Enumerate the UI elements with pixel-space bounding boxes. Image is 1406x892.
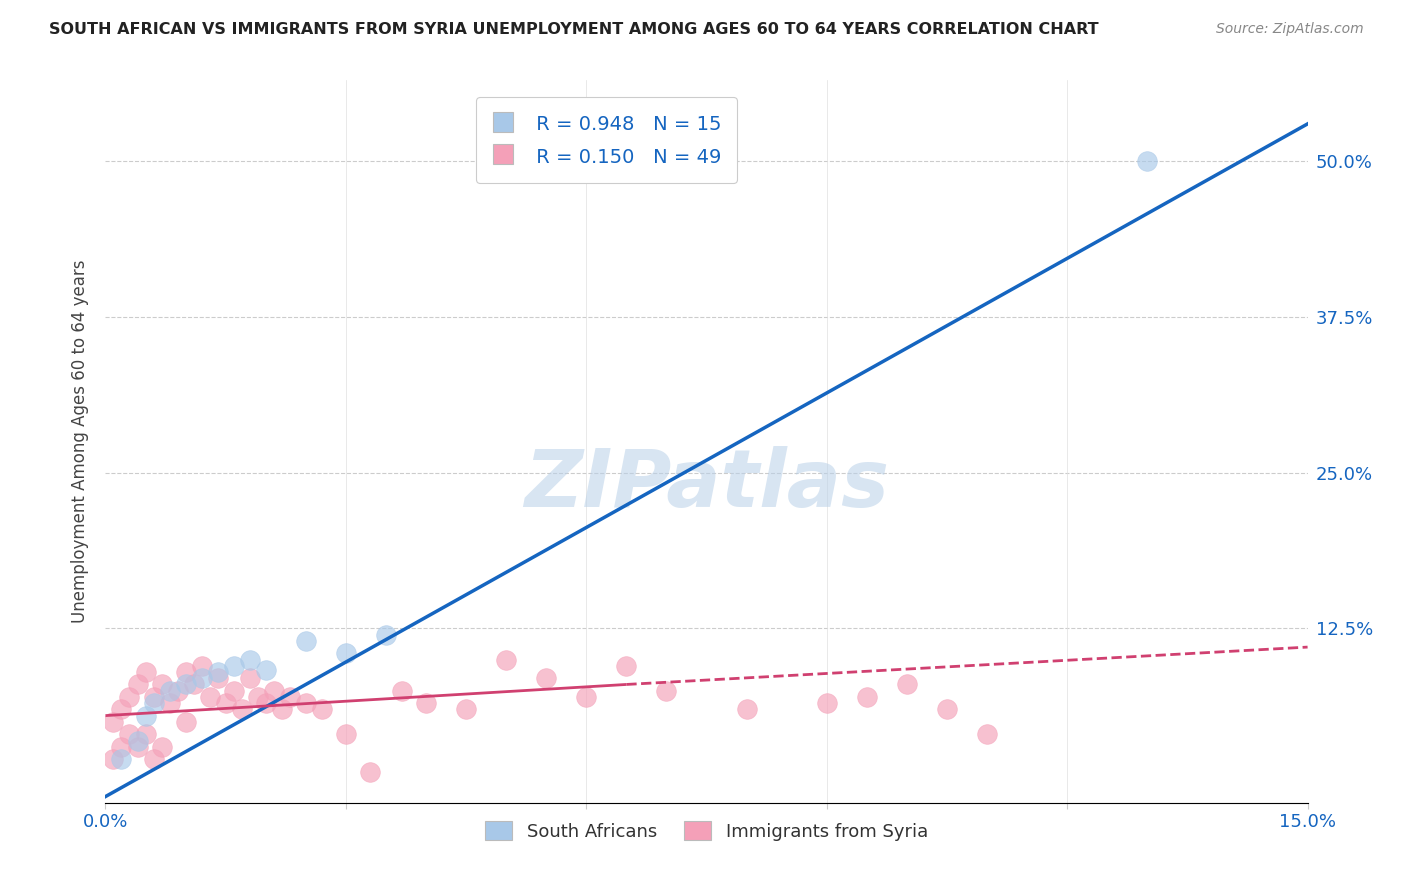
Point [246,690,269,704]
Point [198,690,221,704]
Point [311,702,333,716]
Point [391,683,413,698]
Point [118,690,141,704]
Y-axis label: Unemployment Among Ages 60 to 64 years: Unemployment Among Ages 60 to 64 years [70,260,89,624]
Point [222,683,245,698]
Point [263,683,285,698]
Point [174,677,197,691]
Point [103,752,125,766]
Point [855,690,877,704]
Point [359,764,381,779]
Point [278,690,301,704]
Point [335,646,357,660]
Point [415,696,437,710]
Point [142,690,165,704]
Point [110,752,132,766]
Point [135,708,157,723]
Point [159,696,181,710]
Point [270,702,292,716]
Point [239,652,262,666]
Point [183,677,205,691]
Point [150,677,173,691]
Point [335,727,357,741]
Point [159,683,181,698]
Point [110,739,132,754]
Point [456,702,478,716]
Point [231,702,253,716]
Point [190,658,212,673]
Point [254,696,277,710]
Point [976,727,998,741]
Point [495,652,517,666]
Text: SOUTH AFRICAN VS IMMIGRANTS FROM SYRIA UNEMPLOYMENT AMONG AGES 60 TO 64 YEARS CO: SOUTH AFRICAN VS IMMIGRANTS FROM SYRIA U… [49,22,1099,37]
Point [103,714,125,729]
Point [936,702,959,716]
Point [135,727,157,741]
Point [127,677,149,691]
Point [207,671,229,685]
Point [135,665,157,679]
Point [166,683,188,698]
Point [222,658,245,673]
Point [616,658,638,673]
Point [239,671,262,685]
Point [214,696,236,710]
Text: Source: ZipAtlas.com: Source: ZipAtlas.com [1216,22,1364,37]
Point [127,739,149,754]
Point [254,663,277,677]
Point [190,671,212,685]
Point [207,665,229,679]
Point [575,690,598,704]
Point [174,665,197,679]
Point [142,752,165,766]
Point [118,727,141,741]
Point [295,633,318,648]
Point [375,627,398,641]
Point [735,702,758,716]
Point [655,683,678,698]
Point [1136,154,1159,169]
Point [295,696,318,710]
Point [127,733,149,747]
Point [142,696,165,710]
Point [150,739,173,754]
Point [815,696,838,710]
Point [536,671,558,685]
Point [174,714,197,729]
Point [110,702,132,716]
Legend: South Africans, Immigrants from Syria: South Africans, Immigrants from Syria [478,814,935,848]
Point [896,677,918,691]
Text: ZIPatlas: ZIPatlas [524,446,889,524]
